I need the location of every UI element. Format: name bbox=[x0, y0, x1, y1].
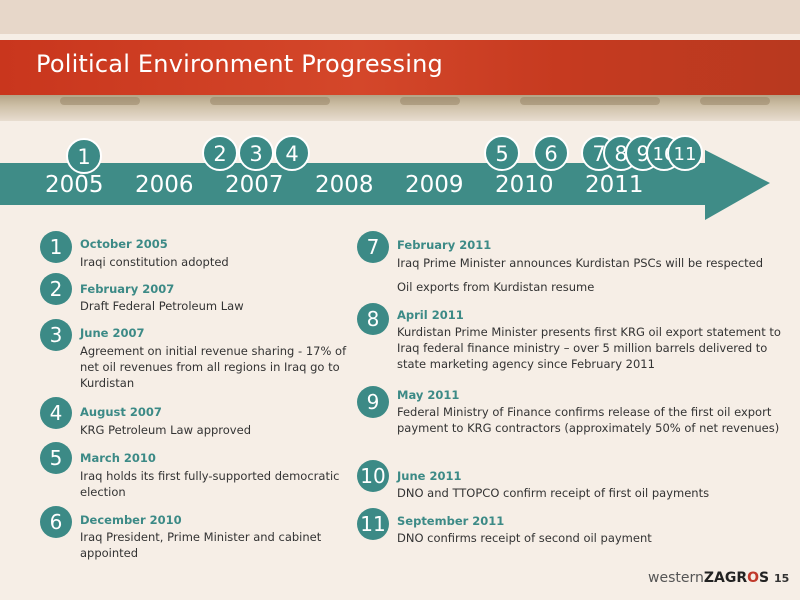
event-number-badge: 4 bbox=[40, 397, 72, 429]
landscape-strip bbox=[0, 95, 800, 121]
event-number-badge: 10 bbox=[357, 460, 389, 492]
event-date: April 2011 bbox=[397, 308, 464, 322]
timeline-marker: 11 bbox=[667, 135, 703, 171]
event-description: Iraqi constitution adopted bbox=[80, 255, 229, 269]
timeline-marker: 2 bbox=[202, 135, 238, 171]
event-description: KRG Petroleum Law approved bbox=[80, 423, 251, 437]
timeline-marker: 4 bbox=[274, 135, 310, 171]
event-number-badge: 5 bbox=[40, 442, 72, 474]
event-number-badge: 8 bbox=[357, 303, 389, 335]
event-date: June 2011 bbox=[397, 469, 462, 483]
year-label: 2006 bbox=[135, 172, 194, 198]
year-label: 2009 bbox=[405, 172, 464, 198]
year-label: 2011 bbox=[585, 172, 644, 198]
timeline-arrow bbox=[0, 150, 770, 220]
event-date: December 2010 bbox=[80, 513, 182, 527]
event-number-badge: 9 bbox=[357, 386, 389, 418]
event-date: June 2007 bbox=[80, 326, 145, 340]
event-date: October 2005 bbox=[80, 237, 168, 251]
year-label: 2010 bbox=[495, 172, 554, 198]
top-divider bbox=[0, 34, 800, 38]
event-date: August 2007 bbox=[80, 405, 162, 419]
top-stripe bbox=[0, 0, 800, 34]
event-number-badge: 6 bbox=[40, 506, 72, 538]
timeline-marker: 3 bbox=[238, 135, 274, 171]
timeline-marker: 6 bbox=[533, 135, 569, 171]
year-label: 2005 bbox=[45, 172, 104, 198]
event-description: Iraq holds its first fully-supported dem… bbox=[80, 469, 340, 499]
event-description: Iraq Prime Minister announces Kurdistan … bbox=[397, 256, 764, 270]
year-label: 2008 bbox=[315, 172, 374, 198]
event-date: February 2011 bbox=[397, 238, 492, 252]
event-description: Iraq President, Prime Minister and cabin… bbox=[80, 530, 322, 560]
timeline-marker: 5 bbox=[484, 135, 520, 171]
event-date: February 2007 bbox=[80, 282, 175, 296]
company-logo: westernZAGROS bbox=[648, 570, 770, 586]
timeline-marker: 7 bbox=[581, 135, 617, 171]
event-number-badge: 3 bbox=[40, 319, 72, 351]
page-title: Political Environment Progressing bbox=[36, 50, 443, 78]
event-number-badge: 1 bbox=[40, 231, 72, 263]
event-number-badge: 11 bbox=[357, 508, 389, 540]
event-description: Federal Ministry of Finance confirms rel… bbox=[397, 405, 780, 435]
event-number-badge: 7 bbox=[357, 231, 389, 263]
event-date: March 2010 bbox=[80, 451, 156, 465]
event-description: DNO confirms receipt of second oil payme… bbox=[397, 531, 652, 545]
event-description: Kurdistan Prime Minister presents first … bbox=[397, 325, 781, 371]
event-description: Agreement on initial revenue sharing - 1… bbox=[80, 344, 347, 390]
event-date: September 2011 bbox=[397, 514, 505, 528]
event-date: May 2011 bbox=[397, 388, 460, 402]
page-number: 15 bbox=[774, 572, 790, 585]
title-banner bbox=[0, 40, 800, 95]
event-description: DNO and TTOPCO confirm receipt of first … bbox=[397, 486, 710, 500]
event-number-badge: 2 bbox=[40, 273, 72, 305]
event-description: Oil exports from Kurdistan resume bbox=[397, 280, 595, 294]
year-label: 2007 bbox=[225, 172, 284, 198]
event-description: Draft Federal Petroleum Law bbox=[80, 299, 244, 313]
timeline-marker: 1 bbox=[66, 138, 102, 174]
